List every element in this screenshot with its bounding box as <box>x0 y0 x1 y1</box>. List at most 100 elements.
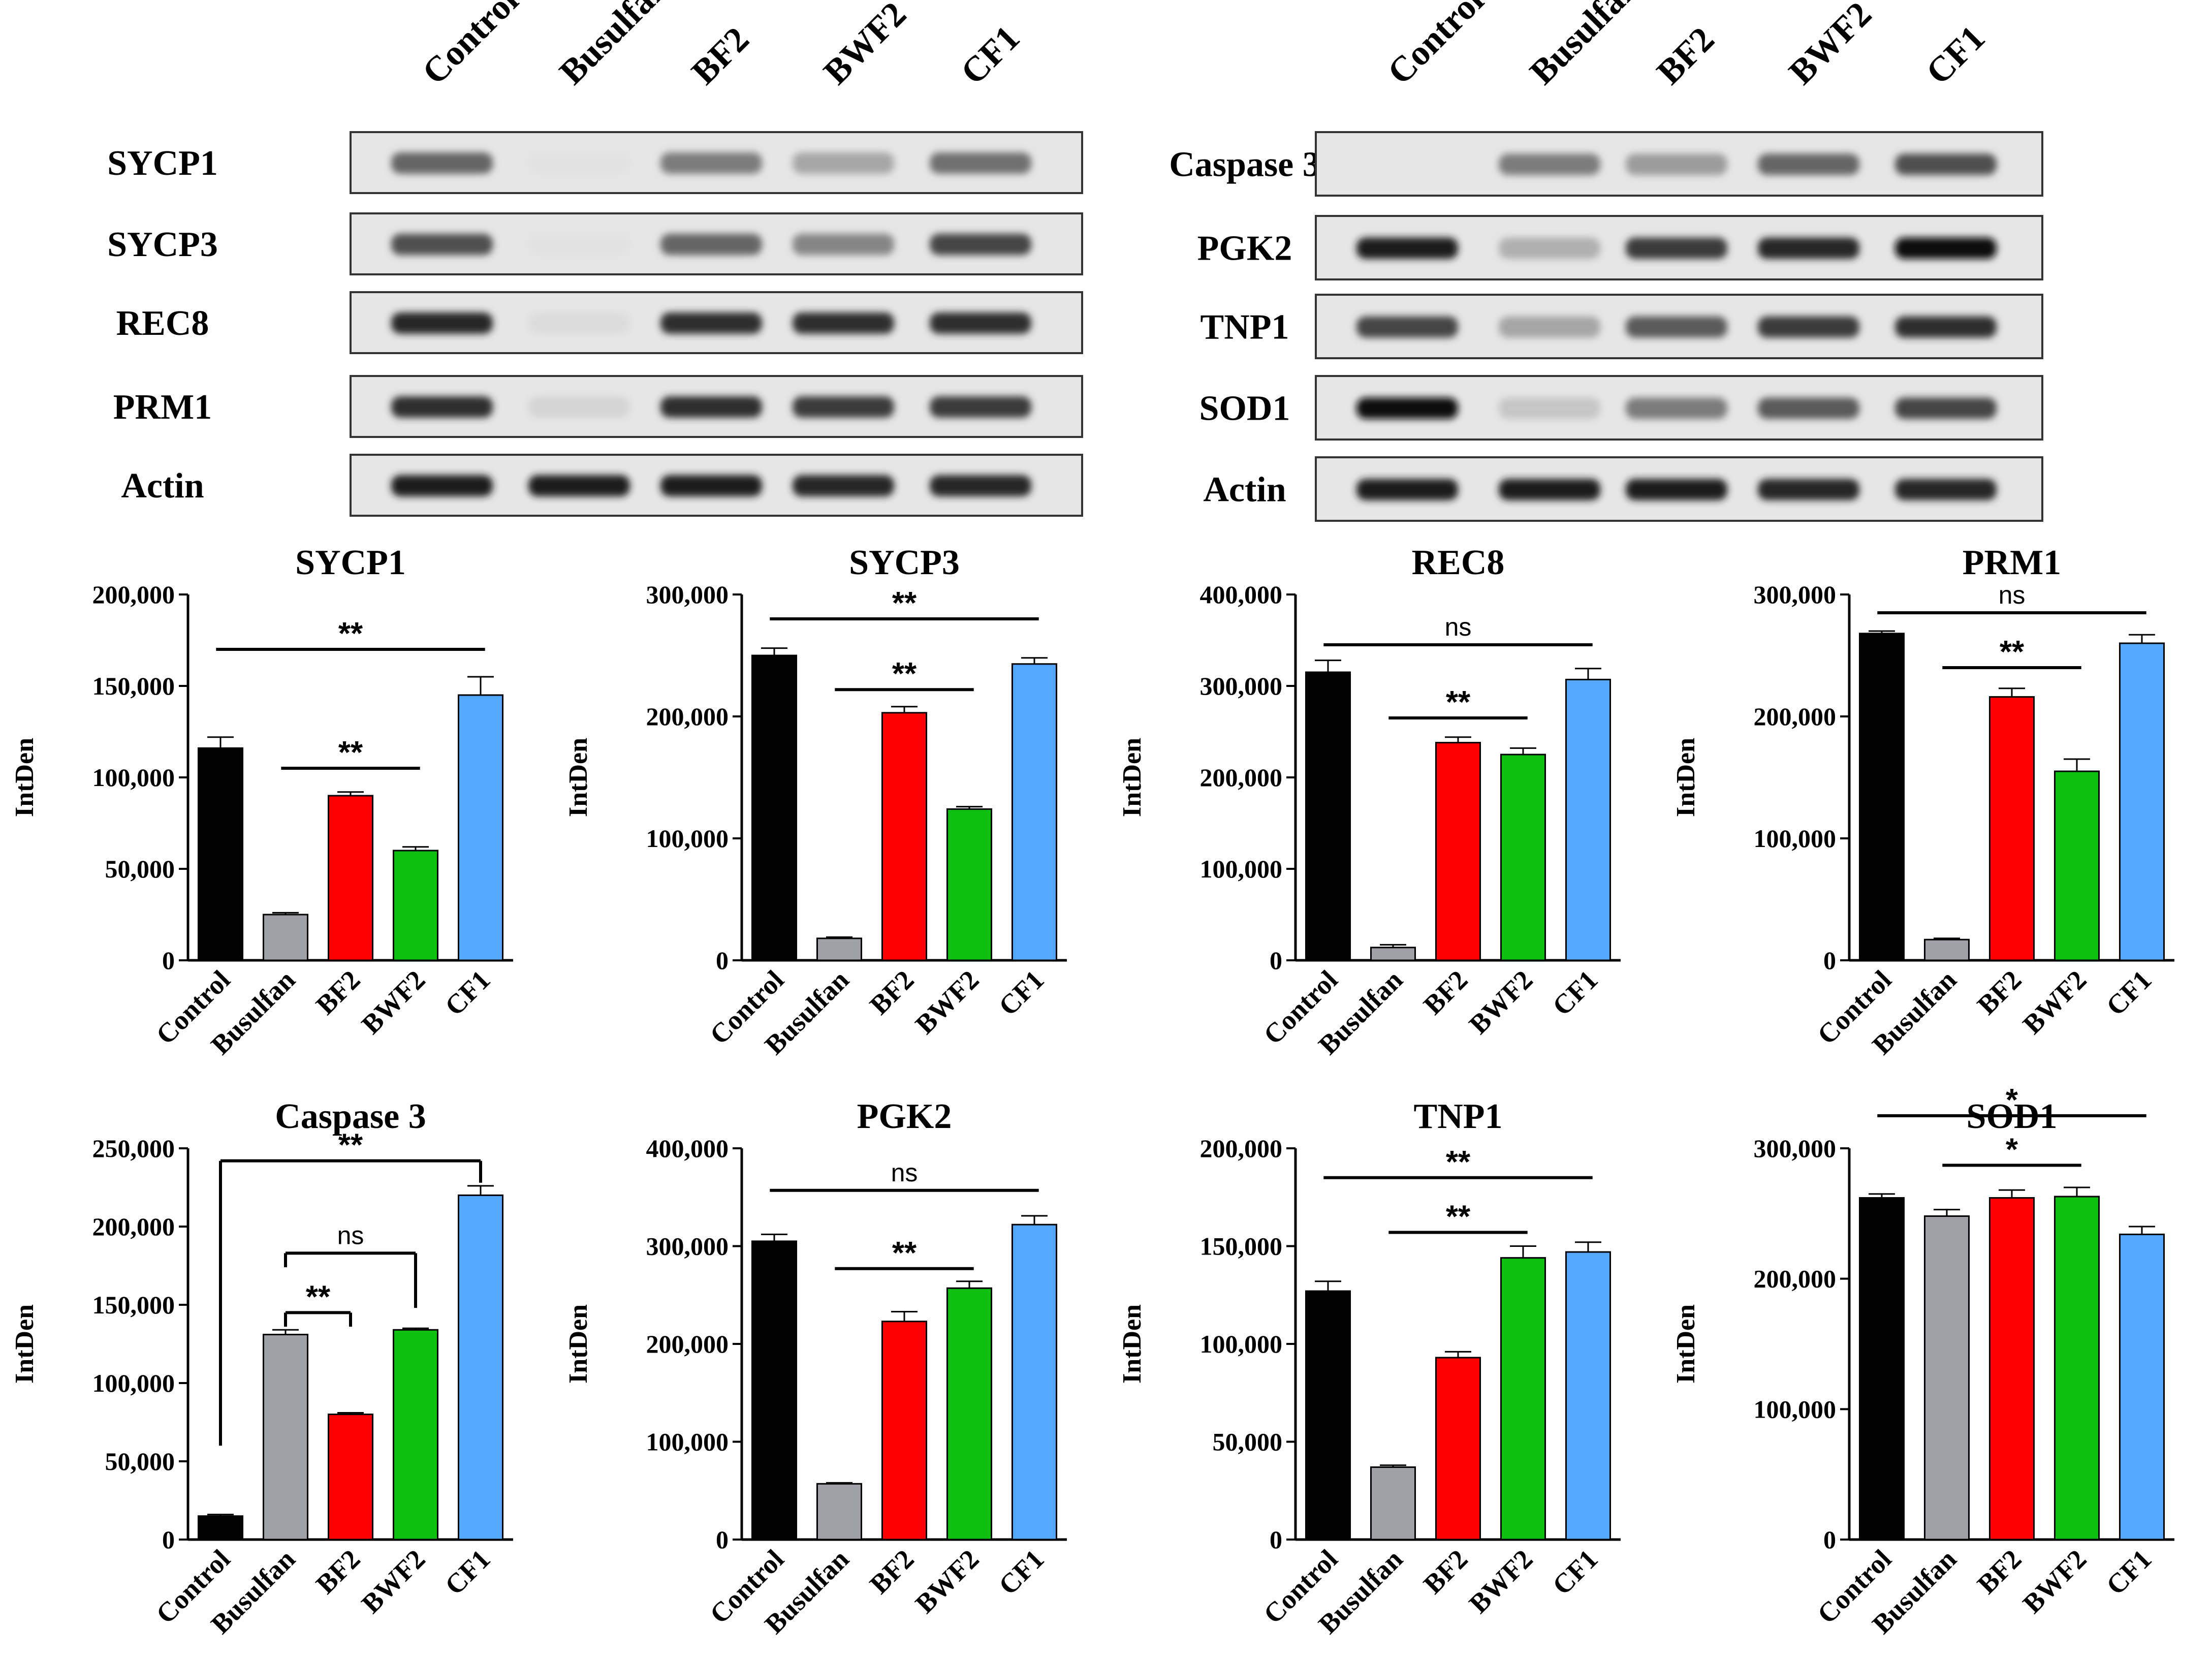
bar-bf2 <box>1988 696 2035 961</box>
significance-label: ** <box>1446 1200 1471 1235</box>
blot-image-left: Control Busulfan BF2 BWF2 CF1 SYCP1 SYCP3 REC8 P… <box>107 0 1083 517</box>
chart-pgk2: PGK2 IntDen 0 100,000 200,000 300,000 400,000 C… <box>554 1092 1102 1656</box>
bar-control <box>197 1515 244 1541</box>
bar-bwf2 <box>392 1329 439 1541</box>
chart-tnp1: TNP1 IntDen 0 50,000 100,000 150,000 200,000 Co… <box>1108 1092 1656 1656</box>
y-axis-label: IntDen <box>1671 738 1700 817</box>
bar-busulfan <box>262 1334 309 1541</box>
significance-label: ns <box>1999 581 2026 609</box>
y-tick-label: 300,000 <box>646 1232 729 1261</box>
band-caspase-3-cf1 <box>1895 153 1997 175</box>
band-sycp3-cf1 <box>930 234 1031 255</box>
bar-busulfan <box>816 1483 863 1541</box>
band-actin-cf1 <box>930 475 1031 496</box>
blot-panel-left: Control Busulfan BF2 BWF2 CF1 SYCP1 SYCP3 REC8 P… <box>0 0 1097 539</box>
y-tick-label: 400,000 <box>1200 580 1283 609</box>
lane-label-bwf2: BWF2 <box>816 0 914 92</box>
significance-label: ** <box>338 616 363 651</box>
lane-label-cf1: CF1 <box>954 18 1027 92</box>
bar-bwf2 <box>392 850 439 961</box>
bar-control <box>197 747 244 961</box>
x-tick-label-bf2: BF2 <box>864 1544 920 1600</box>
band-prm1-busulfan <box>528 396 630 418</box>
y-axis-label: IntDen <box>564 1304 593 1384</box>
band-caspase-3-busulfan <box>1499 153 1600 175</box>
x-tick-label-bf2: BF2 <box>1971 964 2027 1020</box>
bar-cf1 <box>457 1194 504 1541</box>
chart-title: Caspase 3 <box>275 1097 426 1136</box>
band-actin-control <box>1356 479 1458 500</box>
y-tick-label: 100,000 <box>646 824 729 853</box>
band-tnp1-cf1 <box>1895 316 1997 338</box>
bar-cf1 <box>2119 642 2165 961</box>
x-tick-label-cf1: CF1 <box>993 1544 1050 1601</box>
band-prm1-cf1 <box>930 396 1031 418</box>
lane-label-cf1: CF1 <box>1919 18 1993 92</box>
band-actin-bf2 <box>660 475 762 496</box>
band-caspase-3-control <box>1356 153 1458 175</box>
blot-row-label-caspase-3: Caspase 3 <box>1169 145 1320 184</box>
chart-title: PRM1 <box>1963 543 2061 582</box>
x-tick-label-bwf2: BWF2 <box>2017 964 2093 1040</box>
lane-label-control: Control <box>415 0 526 92</box>
x-tick-label-bwf2: BWF2 <box>909 964 985 1040</box>
blot-row-label-pgk2: PGK2 <box>1197 229 1292 268</box>
bar-control <box>1305 671 1351 961</box>
x-tick-label-bf2: BF2 <box>310 1544 366 1600</box>
bar-busulfan <box>816 937 863 961</box>
bar-control <box>1858 1197 1905 1541</box>
band-rec8-busulfan <box>528 312 630 334</box>
y-tick-label: 200,000 <box>1200 763 1283 792</box>
band-rec8-bwf2 <box>793 312 894 334</box>
bar-bf2 <box>1435 742 1481 961</box>
significance-label: * <box>2006 1132 2018 1167</box>
band-sycp3-bf2 <box>660 234 762 255</box>
band-tnp1-bwf2 <box>1758 316 1859 338</box>
band-prm1-control <box>391 396 493 418</box>
band-prm1-bwf2 <box>793 396 894 418</box>
x-tick-label-cf1: CF1 <box>439 1544 496 1601</box>
band-sycp1-bf2 <box>660 152 762 174</box>
y-tick-label: 200,000 <box>1754 1265 1837 1293</box>
band-pgk2-control <box>1356 237 1458 259</box>
x-tick-label-bwf2: BWF2 <box>1463 1544 1539 1619</box>
y-tick-label: 200,000 <box>92 580 175 609</box>
chart-title: TNP1 <box>1414 1097 1503 1136</box>
bar-bwf2 <box>2053 770 2100 961</box>
chart-title: SYCP1 <box>295 543 406 582</box>
band-actin-control <box>391 475 493 496</box>
bar-busulfan <box>1923 938 1970 961</box>
bar-bwf2 <box>946 1287 993 1541</box>
x-tick-label-bwf2: BWF2 <box>356 1544 431 1619</box>
bar-busulfan <box>1370 1466 1416 1541</box>
bar-bf2 <box>1988 1197 2035 1541</box>
band-pgk2-bwf2 <box>1758 237 1859 259</box>
y-tick-label: 0 <box>716 1525 729 1554</box>
band-sod1-bwf2 <box>1758 397 1859 419</box>
lane-label-bwf2: BWF2 <box>1782 0 1879 92</box>
band-tnp1-bf2 <box>1626 316 1727 338</box>
bar-bf2 <box>1435 1357 1481 1541</box>
band-sycp1-bwf2 <box>793 152 894 174</box>
y-tick-label: 100,000 <box>646 1428 729 1456</box>
y-tick-label: 0 <box>1823 946 1836 975</box>
band-actin-busulfan <box>528 475 630 496</box>
y-tick-label: 50,000 <box>105 855 175 883</box>
bar-cf1 <box>1011 1224 1058 1541</box>
y-tick-label: 150,000 <box>92 1291 175 1319</box>
x-tick-label-bwf2: BWF2 <box>1463 964 1539 1040</box>
y-axis-label: IntDen <box>1118 1304 1147 1384</box>
y-tick-label: 100,000 <box>1200 1330 1283 1358</box>
band-tnp1-busulfan <box>1499 316 1600 338</box>
bar-busulfan <box>262 914 309 961</box>
bar-cf1 <box>1011 663 1058 961</box>
x-tick-label-bf2: BF2 <box>310 964 366 1020</box>
band-pgk2-busulfan <box>1499 237 1600 259</box>
band-sycp3-control <box>391 234 493 255</box>
band-sod1-cf1 <box>1895 397 1997 419</box>
bar-bf2 <box>881 1321 928 1541</box>
band-sycp3-bwf2 <box>793 234 894 255</box>
bar-control <box>1305 1290 1351 1541</box>
chart-title: SYCP3 <box>849 543 960 582</box>
y-tick-label: 400,000 <box>646 1134 729 1163</box>
